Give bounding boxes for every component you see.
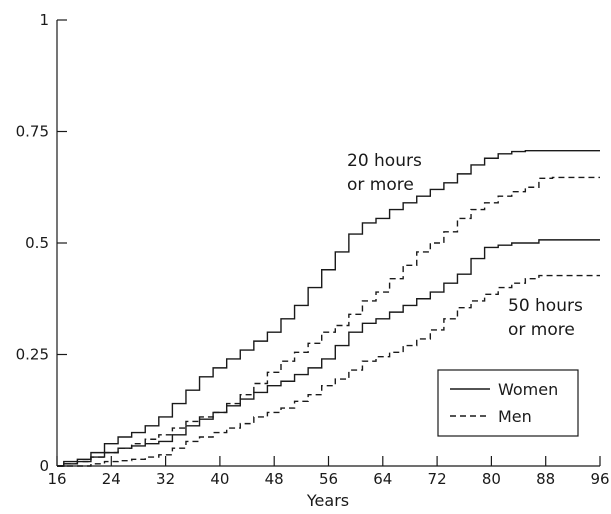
- series-layer: [57, 149, 600, 467]
- y-tick-label: 0.25: [16, 346, 49, 364]
- series-line-men-50-hours: [57, 274, 600, 467]
- y-tick-label: 1: [39, 11, 49, 29]
- annotation-20-hours-line-1: 20 hours: [347, 151, 422, 171]
- x-tick-label: 88: [536, 470, 555, 488]
- y-tick-label: 0.5: [25, 234, 49, 252]
- x-tick-label: 16: [47, 470, 66, 488]
- x-tick-label: 80: [482, 470, 501, 488]
- legend-label-men: Men: [498, 407, 532, 426]
- x-axis-title: Years: [306, 491, 349, 510]
- y-tick-label: 0.75: [16, 123, 49, 141]
- x-tick-label: 32: [156, 470, 175, 488]
- legend-label-women: Women: [498, 380, 558, 399]
- series-line-women-50-hours: [57, 239, 600, 467]
- x-tick-label: 48: [265, 470, 284, 488]
- y-tick-label: 0: [39, 457, 49, 475]
- x-tick-label: 64: [373, 470, 392, 488]
- x-tick-label: 96: [590, 470, 609, 488]
- x-ticks: 16 24 32 40 48 56 64 72 80 88 96: [47, 456, 610, 488]
- x-tick-label: 24: [102, 470, 121, 488]
- x-tick-label: 72: [428, 470, 447, 488]
- annotation-20-hours: 20 hours or more: [347, 151, 422, 195]
- series-line-men-20-hours: [57, 176, 600, 467]
- x-tick-label: 56: [319, 470, 338, 488]
- y-ticks: 0 0.25 0.5 0.75 1: [16, 11, 67, 475]
- annotation-50-hours-line-1: 50 hours: [508, 296, 583, 316]
- annotation-20-hours-line-2: or more: [347, 175, 414, 195]
- legend-box: [437, 369, 579, 437]
- legend: Women Men: [437, 369, 579, 437]
- annotation-50-hours-line-2: or more: [508, 320, 575, 340]
- x-tick-label: 40: [210, 470, 229, 488]
- series-line-women-20-hours: [57, 149, 600, 467]
- annotation-50-hours: 50 hours or more: [508, 296, 583, 340]
